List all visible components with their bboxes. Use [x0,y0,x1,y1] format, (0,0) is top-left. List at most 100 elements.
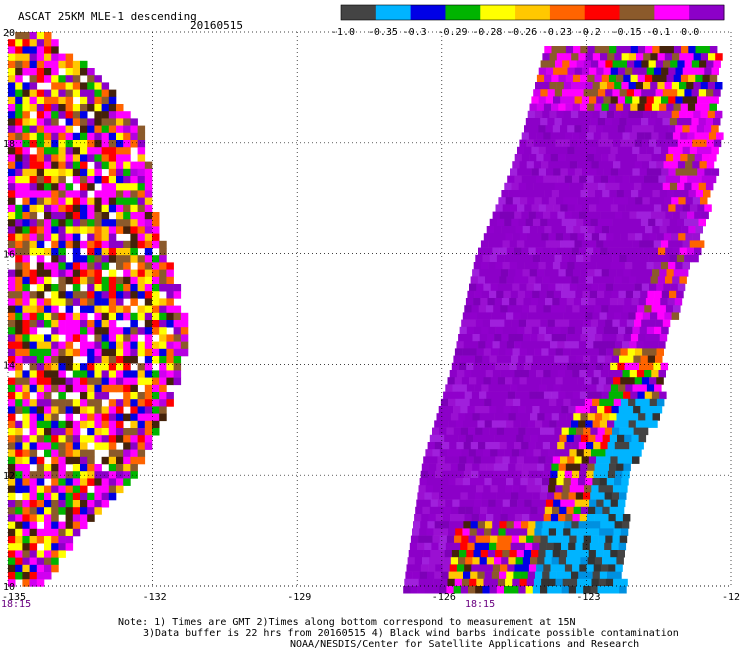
data-cell [87,262,95,270]
data-cell [554,427,562,436]
data-cell [484,420,493,428]
data-cell [561,542,569,551]
data-cell [29,370,38,378]
data-cell [58,428,66,436]
data-cell [522,226,531,234]
data-cell [123,269,131,278]
data-cell [51,190,59,198]
data-cell [615,305,623,313]
data-cell [641,283,650,292]
data-cell [682,67,691,76]
longitude-label: -129 [287,592,311,603]
data-cell [432,485,441,493]
data-cell [605,535,613,544]
data-cell [479,334,488,342]
data-cell [666,74,674,83]
data-cell [605,60,613,68]
data-cell [492,341,500,349]
data-cell [592,53,601,61]
data-cell [80,291,88,299]
data-cell [130,449,138,458]
data-cell [547,254,555,263]
data-cell [22,392,30,400]
data-cell [615,470,623,479]
data-cell [536,305,544,313]
data-cell [537,434,546,443]
data-cell [446,535,455,544]
data-cell [543,175,551,184]
data-cell [65,377,74,386]
data-cell [608,175,616,184]
data-cell [716,132,724,140]
data-cell [485,370,494,378]
data-cell [538,362,546,371]
data-cell [29,356,38,364]
data-cell [649,377,657,385]
data-cell [470,442,479,450]
data-cell [173,348,182,357]
data-cell [693,53,702,61]
data-cell [496,427,505,436]
data-cell [485,341,493,349]
data-cell [486,413,495,421]
data-cell [591,377,599,385]
data-cell [475,254,483,263]
data-cell [559,190,567,198]
plot-area [7,31,732,594]
data-cell [571,341,580,349]
data-cell [558,413,567,421]
data-cell [459,326,468,335]
data-cell [512,377,520,385]
data-cell [557,247,565,256]
data-cell [413,521,421,529]
data-cell [592,571,601,580]
data-cell [29,579,38,587]
data-cell [601,74,610,83]
data-cell [587,334,596,342]
data-cell [29,406,38,414]
data-cell [29,341,38,350]
data-cell [600,175,609,184]
data-cell [137,255,146,263]
data-cell [708,132,717,140]
data-cell [481,542,490,551]
data-cell [687,154,695,162]
data-cell [51,564,59,573]
data-cell [137,212,146,220]
data-cell [508,557,516,565]
data-cell [152,327,160,335]
data-cell [44,204,52,213]
data-cell [72,320,81,328]
data-cell [635,197,643,205]
data-cell [611,406,619,414]
data-cell [607,420,615,428]
data-cell [506,420,514,428]
data-cell [144,363,153,371]
data-cell [695,46,703,54]
data-cell [607,341,616,349]
data-cell [180,348,189,357]
data-cell [636,370,645,378]
data-cell [623,413,632,421]
data-cell [581,146,590,155]
data-cell [451,362,460,371]
data-cell [130,413,138,422]
data-cell [80,147,88,155]
data-cell [613,398,622,407]
data-cell [601,269,610,277]
data-cell [29,478,38,486]
data-cell [626,355,634,364]
data-cell [660,125,669,133]
data-cell [582,168,590,176]
data-cell [602,434,611,443]
data-cell [667,298,675,306]
data-cell [600,132,609,140]
data-cell [525,254,534,263]
data-cell [87,140,95,148]
data-cell [22,449,30,458]
data-cell [702,103,710,112]
data-cell [528,521,536,529]
data-cell [435,470,443,479]
data-cell [94,161,102,170]
